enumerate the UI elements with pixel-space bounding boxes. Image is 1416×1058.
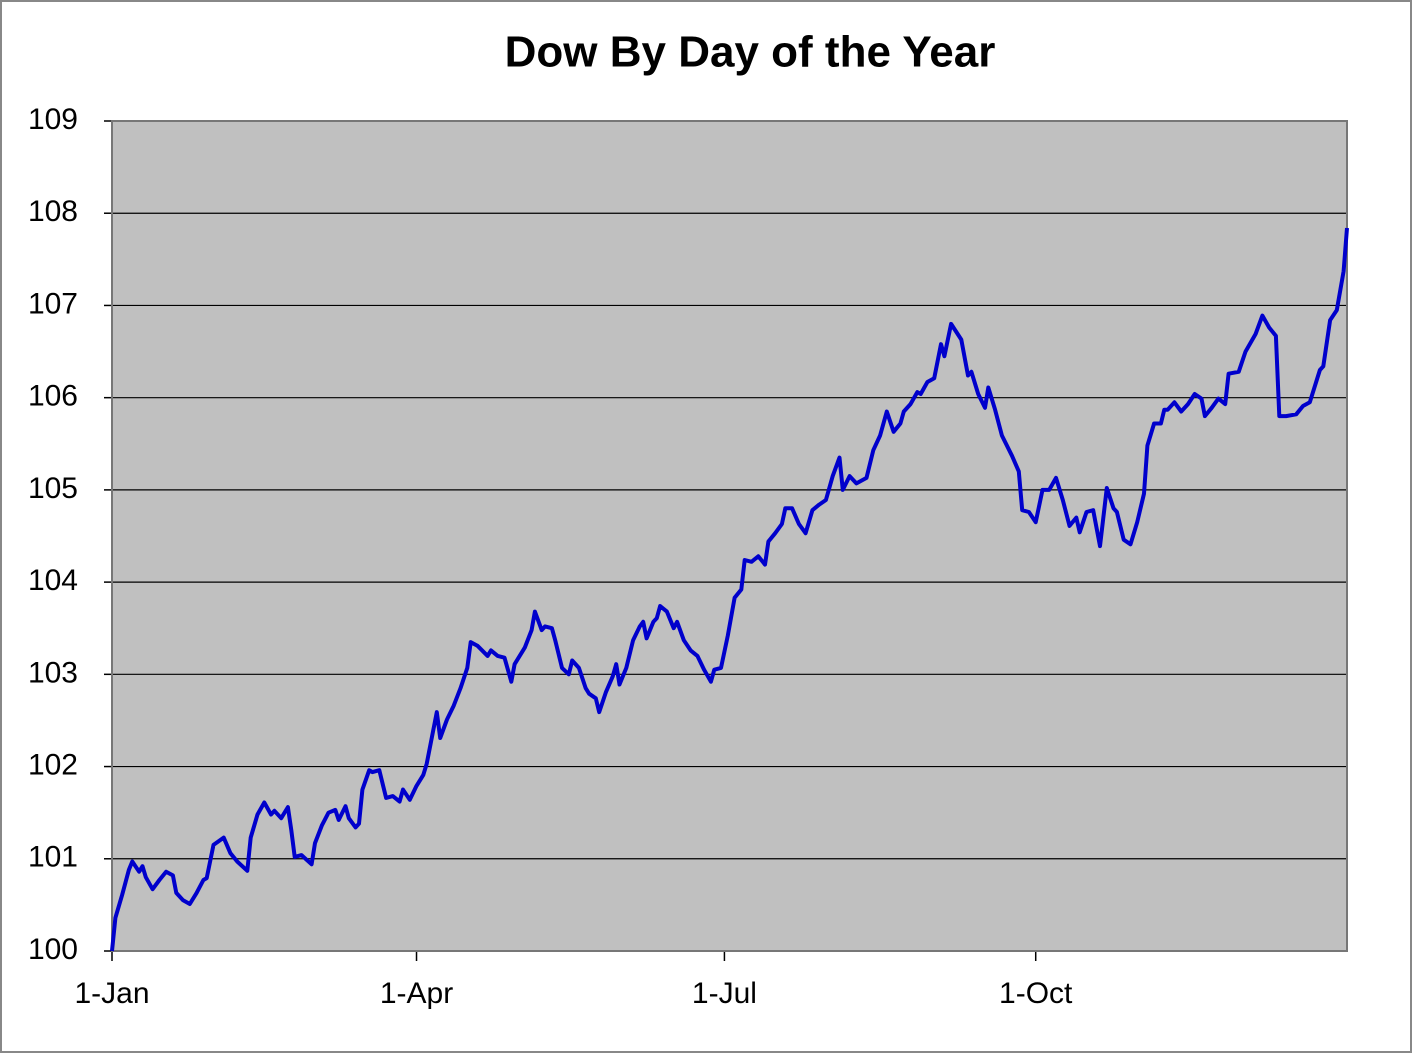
y-tick-label: 106 [28,380,78,413]
y-tick-label: 103 [28,656,78,689]
y-tick-label: 108 [28,195,78,228]
plot-border [111,120,1348,952]
y-tick-label: 102 [28,748,78,781]
plot-area [112,121,1347,951]
x-tick-label: 1-Oct [999,977,1073,1010]
y-tick-label: 107 [28,287,78,320]
x-tick-label: 1-Jan [74,977,149,1010]
x-tick-label: 1-Jul [692,977,757,1010]
y-tick-label: 105 [28,472,78,505]
y-tick-label: 109 [28,103,78,136]
chart-title: Dow By Day of the Year [505,28,996,77]
y-tick-label: 104 [28,564,78,597]
data-line [110,227,1349,952]
y-tick-label: 101 [28,841,78,874]
y-tick-label: 100 [28,933,78,966]
x-tick-label: 1-Apr [380,977,453,1010]
